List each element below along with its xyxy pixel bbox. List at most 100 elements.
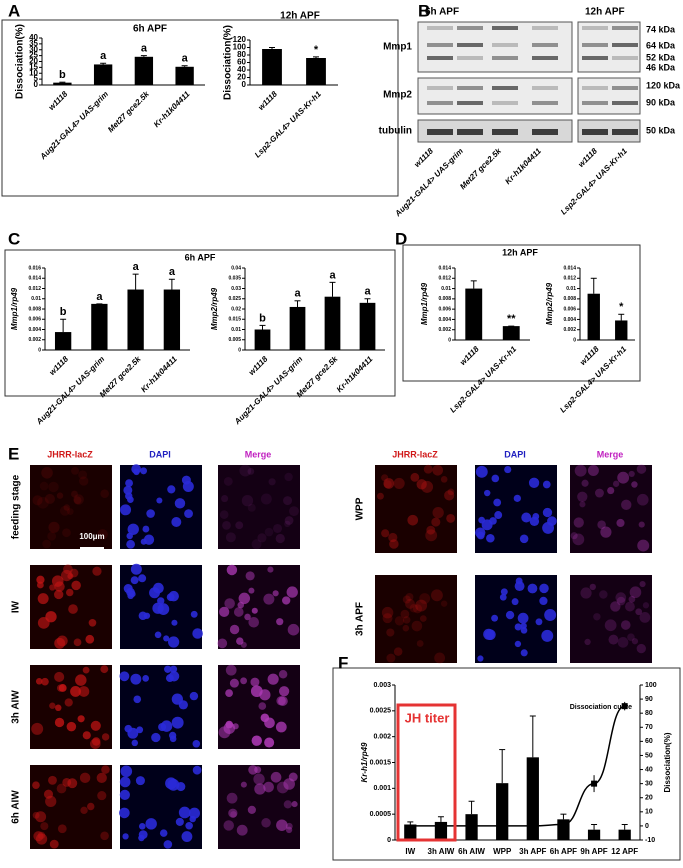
nucleus	[382, 613, 393, 624]
y-tick-label: 0.003	[373, 682, 391, 689]
nucleus	[628, 470, 635, 478]
nucleus	[419, 593, 431, 604]
nucleus	[167, 778, 180, 791]
nucleus	[400, 609, 410, 619]
bar-annotation: a	[329, 269, 336, 281]
nucleus	[284, 520, 291, 528]
nucleus	[629, 586, 642, 599]
nucleus	[272, 590, 279, 597]
nucleus	[55, 704, 62, 712]
bar	[53, 82, 72, 85]
bar	[496, 783, 509, 840]
nucleus	[542, 507, 553, 518]
nucleus	[283, 496, 293, 506]
y2-tick-label: 60	[645, 738, 653, 745]
blot-band	[492, 26, 518, 30]
y-tick-label: 20	[237, 73, 246, 82]
nucleus	[163, 840, 173, 849]
nucleus	[75, 674, 87, 686]
nucleus	[284, 516, 294, 525]
nucleus	[636, 643, 646, 654]
channel-label: JHRR-lacZ	[392, 449, 438, 459]
nucleus	[250, 677, 260, 687]
nucleus	[146, 509, 155, 518]
nucleus	[267, 673, 279, 685]
y-tick-label: 80	[237, 50, 246, 59]
nucleus	[432, 507, 444, 519]
nucleus	[217, 638, 228, 649]
y-tick-label: 5	[34, 74, 39, 83]
nucleus	[402, 616, 411, 624]
nucleus	[130, 673, 142, 685]
blot-size: 120 kDa	[646, 80, 681, 90]
nucleus	[386, 653, 396, 663]
y2-tick-label: 10	[645, 809, 653, 816]
nucleus	[258, 702, 267, 710]
nucleus	[49, 839, 59, 849]
blot-size: 64 kDa	[646, 40, 676, 50]
nucleus	[35, 677, 43, 685]
y-tick-label: 0	[387, 837, 391, 844]
nucleus	[407, 514, 419, 526]
blot-row-label: Mmp1	[383, 42, 412, 53]
nucleus	[484, 489, 491, 497]
bar-annotation: a	[96, 291, 103, 303]
nucleus	[642, 602, 650, 609]
blot-row-label: Mmp2	[383, 90, 412, 101]
blot-size: 46 kDa	[646, 62, 676, 72]
micrograph	[30, 465, 112, 549]
nucleus	[79, 772, 91, 784]
nucleus	[444, 490, 455, 501]
nucleus	[636, 464, 647, 474]
nucleus	[535, 618, 543, 626]
bar	[587, 293, 600, 340]
nucleus	[447, 488, 455, 496]
nucleus	[431, 517, 441, 527]
y-tick-label: 40	[237, 65, 246, 74]
nucleus	[67, 778, 78, 789]
y-tick-label: 0.015	[228, 317, 241, 323]
blot-band	[612, 101, 638, 105]
nucleus	[119, 776, 131, 788]
panel-letter: E	[8, 444, 19, 463]
nucleus	[275, 533, 285, 544]
nucleus	[119, 671, 130, 682]
nucleus	[225, 689, 233, 698]
bar-annotation: *	[314, 44, 319, 56]
x-tick-label: Aug21-GAL4> UAS-grim	[34, 355, 106, 427]
nucleus	[541, 629, 554, 642]
bar-annotation: a	[141, 43, 148, 55]
y2-tick-label: 90	[645, 696, 653, 703]
nucleus	[140, 467, 148, 475]
x-tick-label: 12 APF	[611, 847, 638, 856]
channel-label: Merge	[597, 449, 624, 459]
nucleus	[237, 601, 245, 609]
nucleus	[37, 616, 50, 629]
nucleus	[240, 677, 248, 685]
nucleus	[284, 472, 293, 482]
nucleus	[120, 765, 133, 778]
nucleus	[500, 588, 508, 596]
nucleus	[171, 517, 182, 528]
nucleus	[627, 633, 635, 642]
y-tick-label: 0	[238, 347, 241, 353]
nucleus	[251, 607, 258, 614]
nucleus	[39, 481, 49, 491]
nucleus	[615, 592, 627, 603]
nucleus	[152, 602, 164, 614]
nucleus	[264, 737, 275, 748]
nucleus	[610, 601, 621, 612]
nucleus	[276, 618, 284, 626]
panel-letter: A	[8, 1, 20, 20]
nucleus	[168, 590, 179, 602]
nucleus	[71, 490, 78, 498]
nucleus	[494, 511, 503, 519]
nucleus	[31, 722, 44, 735]
bar	[134, 56, 154, 85]
stage-label: WPP	[355, 497, 366, 520]
nucleus	[131, 739, 139, 747]
blot-lane-label: Kr-h1k04411	[503, 146, 543, 186]
nucleus	[126, 532, 133, 540]
nucleus	[48, 775, 57, 785]
nucleus	[257, 533, 267, 543]
